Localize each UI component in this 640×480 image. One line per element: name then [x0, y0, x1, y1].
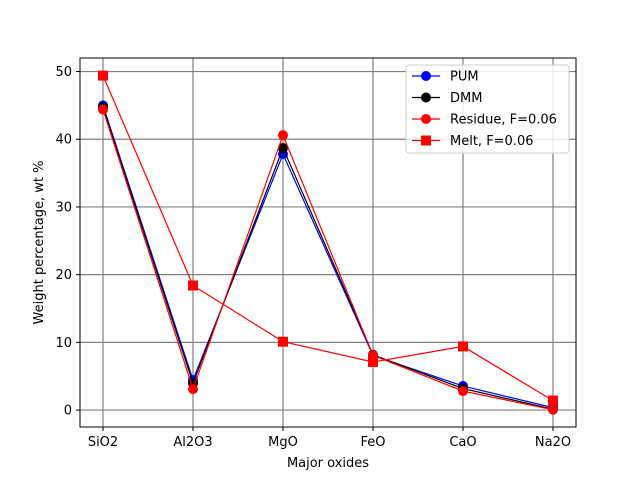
x-tick-label: CaO: [449, 435, 476, 450]
series-line: [102, 109, 554, 411]
data-point: [368, 357, 378, 368]
x-axis-label: Major oxides: [287, 456, 369, 471]
legend-item: DMM: [412, 91, 482, 106]
plot-frame: [79, 57, 577, 428]
x-tick-label: Al2O3: [173, 435, 212, 450]
legend-item: Melt, F=0.06: [412, 134, 534, 149]
legend-label: Residue, F=0.06: [450, 113, 557, 128]
y-tick-label: 50: [55, 65, 72, 80]
legend-label: Melt, F=0.06: [450, 134, 534, 149]
data-point: [458, 386, 468, 397]
legend-label: DMM: [450, 91, 482, 106]
y-tick-label: 20: [55, 268, 72, 283]
legend-marker: [421, 92, 431, 103]
legend-marker: [421, 114, 431, 124]
data-point: [98, 104, 108, 115]
data-point: [278, 336, 288, 347]
data-point: [458, 341, 468, 352]
x-tick-label: FeO: [361, 435, 386, 450]
data-point: [548, 404, 558, 415]
axis-ticks: SiO2 Al2O3 MgO FeO CaO Na2O 0 10 20 30 40 50: [55, 65, 571, 450]
legend-marker: [421, 71, 431, 81]
data-point: [98, 70, 108, 81]
y-tick-label: 0: [64, 404, 72, 419]
series-line: [102, 75, 554, 402]
data-point: [188, 280, 198, 291]
legend-marker: [421, 135, 431, 146]
legend-item: PUM: [412, 70, 479, 85]
legend-box: [405, 64, 570, 154]
series-layer: [98, 70, 558, 415]
data-point: [188, 384, 198, 395]
x-tick-label: SiO2: [88, 435, 118, 450]
data-point: [278, 130, 288, 141]
legend-item: Residue, F=0.06: [412, 113, 557, 128]
series-3: [98, 70, 558, 406]
y-tick-label: 10: [55, 336, 72, 351]
x-tick-label: MgO: [268, 435, 298, 450]
y-tick-label: 40: [55, 133, 72, 148]
series-line: [102, 105, 554, 409]
series-line: [102, 107, 554, 410]
y-tick-label: 30: [55, 200, 72, 215]
data-point: [548, 395, 558, 406]
legend-label: PUM: [450, 70, 479, 85]
y-axis-label: Weight percentage, wt %: [32, 161, 47, 325]
legend: PUM DMM Residue, F=0.06 Melt, F=0.06: [405, 64, 570, 154]
x-tick-label: Na2O: [535, 435, 571, 450]
